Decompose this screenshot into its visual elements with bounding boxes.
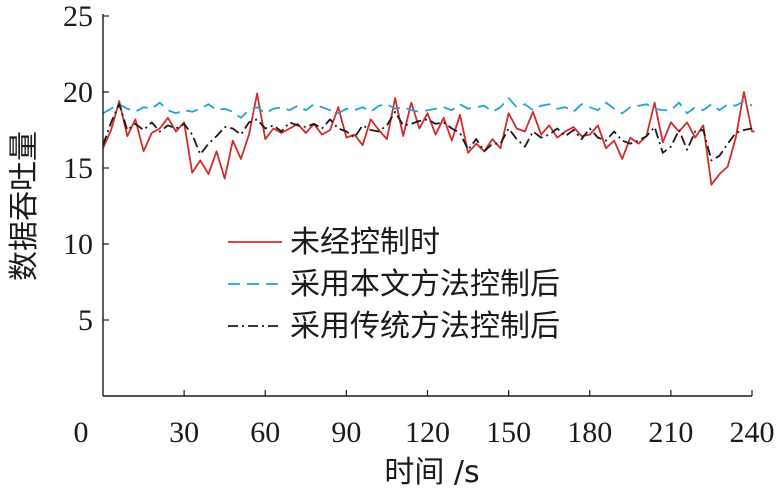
x-tick-label: 30	[169, 416, 199, 449]
legend: 未经控制时 采用本文方法控制后 采用传统方法控制后	[228, 225, 560, 344]
x-axis-title: 时间 /s	[384, 455, 479, 490]
series-line-uncontrolled	[102, 91, 755, 186]
series-line-proposed-method	[102, 97, 753, 119]
x-tick-label: 150	[486, 416, 531, 449]
y-tick-label: 10	[63, 228, 93, 261]
x-tick-label: 90	[331, 416, 361, 449]
x-tick-label: 60	[250, 416, 280, 449]
legend-label-proposed-method: 采用本文方法控制后	[290, 267, 560, 302]
x-tick-label: 180	[567, 416, 612, 449]
legend-label-traditional-method: 采用传统方法控制后	[290, 309, 560, 344]
x-tick-label: 120	[405, 416, 450, 449]
y-tick-label: 5	[78, 304, 93, 337]
x-tick-label: 240	[730, 416, 775, 449]
y-axis-title: 数据吞吐量	[7, 131, 42, 281]
plot-lines	[102, 91, 755, 186]
ticks: 0 30 60 90 120 150 180 210 240 5 10 15 20 25	[63, 0, 775, 449]
series-line-traditional-method	[102, 103, 753, 162]
y-tick-label: 20	[63, 76, 93, 109]
x-tick-label: 210	[648, 416, 693, 449]
y-tick-label: 25	[63, 0, 93, 33]
x-tick-label: 0	[74, 416, 89, 449]
legend-label-uncontrolled: 未经控制时	[290, 225, 440, 260]
y-tick-label: 15	[63, 152, 93, 185]
